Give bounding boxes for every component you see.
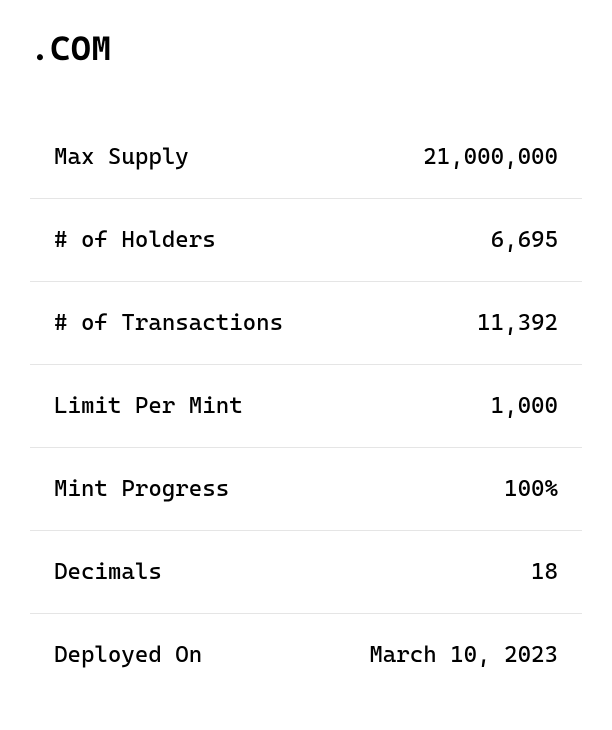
- table-row: Deployed On March 10, 2023: [30, 614, 582, 696]
- table-row: Limit Per Mint 1,000: [30, 365, 582, 448]
- stat-label-holders: # of Holders: [54, 227, 216, 253]
- table-row: Decimals 18: [30, 531, 582, 614]
- stat-value-limit-per-mint: 1,000: [491, 393, 558, 419]
- stat-value-transactions: 11,392: [477, 310, 558, 336]
- stats-table: Max Supply 21,000,000 # of Holders 6,695…: [30, 116, 582, 696]
- stat-value-decimals: 18: [531, 559, 558, 585]
- table-row: Max Supply 21,000,000: [30, 116, 582, 199]
- page-title: .COM: [30, 28, 582, 68]
- stat-value-holders: 6,695: [491, 227, 558, 253]
- stat-label-limit-per-mint: Limit Per Mint: [54, 393, 243, 419]
- stat-value-mint-progress: 100%: [504, 476, 558, 502]
- stat-value-max-supply: 21,000,000: [423, 144, 558, 170]
- stat-label-mint-progress: Mint Progress: [54, 476, 229, 502]
- stat-label-deployed-on: Deployed On: [54, 642, 202, 668]
- stat-label-decimals: Decimals: [54, 559, 162, 585]
- table-row: # of Holders 6,695: [30, 199, 582, 282]
- stat-label-max-supply: Max Supply: [54, 144, 189, 170]
- table-row: Mint Progress 100%: [30, 448, 582, 531]
- table-row: # of Transactions 11,392: [30, 282, 582, 365]
- stat-value-deployed-on: March 10, 2023: [369, 642, 558, 668]
- stat-label-transactions: # of Transactions: [54, 310, 283, 336]
